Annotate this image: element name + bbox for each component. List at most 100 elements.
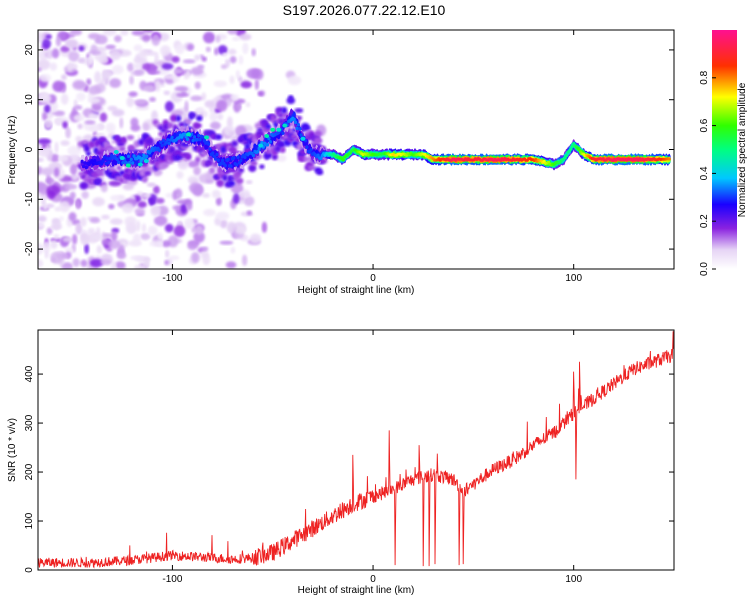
heatmap-noise-blob [76,92,86,102]
heatmap-ridge-cell [309,148,313,152]
heatmap-ridge-cell [256,149,260,154]
heatmap-noise-blob [75,135,83,143]
heatmap-noise-blob [202,193,211,198]
heatmap-ridge-cell [145,154,149,159]
heatmap-noise-blob [84,85,89,92]
heatmap-noise-blob [69,30,82,36]
heatmap-noise-blob [101,69,108,82]
heatmap-noise-blob [135,105,150,111]
heatmap-noise-blob [89,125,100,132]
heatmap-noise-blob [241,254,248,266]
snr-series-line [38,331,674,569]
y-tick-label: 10 [24,94,35,106]
heatmap-noise-blob [226,221,237,234]
heatmap-noise-blob [72,257,80,267]
heatmap-ridge-halo [235,177,244,185]
heatmap-noise-blob [140,232,151,241]
heatmap-ridge-cell [191,138,195,143]
heatmap-noise-blob [144,257,150,268]
heatmap-noise-blob [174,85,189,92]
spectrogram-x-label: Height of straight line (km) [298,285,415,296]
heatmap-noise-blob [47,48,53,60]
heatmap-noise-blob [134,68,145,76]
colorbar-tick-label: 0.2 [699,214,710,228]
heatmap-ridge-halo [194,156,201,163]
heatmap-noise-blob [164,259,169,266]
heatmap-noise-blob [195,225,204,235]
heatmap-ridge-halo [303,126,311,131]
heatmap-ridge-cell [281,131,285,135]
heatmap-ridge-cell [201,135,205,139]
heatmap-ridge-cell [268,140,272,144]
heatmap-noise-blob [150,205,161,215]
heatmap-ridge-halo [94,178,103,184]
heatmap-noise-blob [87,97,101,104]
heatmap-noise-blob [134,99,147,105]
heatmap-noise-blob [168,255,180,261]
heatmap-ridge-cell [341,158,345,162]
heatmap-ridge-cell [160,143,164,148]
heatmap-noise-blob [44,249,49,259]
heatmap-ridge-cell [126,154,131,159]
heatmap-ridge-halo [227,180,236,187]
heatmap-noise-blob [137,201,147,208]
heatmap-noise-blob [38,148,51,158]
heatmap-noise-blob [62,121,68,129]
heatmap-ridge-halo [79,181,89,190]
snr-x-axis: -100 0 100 [162,330,582,585]
heatmap-noise-blob [201,56,207,62]
heatmap-ridge-halo [141,176,148,183]
heatmap-noise-blob [234,226,247,235]
heatmap-noise-blob [42,112,48,121]
heatmap-noise-blob [45,122,50,129]
heatmap-ridge-cell [131,161,135,165]
y-tick-label: 20 [24,44,35,56]
heatmap-noise-blob [217,45,228,55]
heatmap-hotspot [119,155,125,160]
heatmap-noise-blob [172,205,181,211]
heatmap-noise-blob [178,160,189,171]
heatmap-ridge-halo [248,164,257,173]
heatmap-ridge-cell [128,160,132,165]
heatmap-noise-blob [46,190,56,200]
snr-x-label: Height of straight line (km) [298,585,415,596]
heatmap-noise-blob [100,184,108,193]
heatmap-ridge-halo [189,112,197,119]
heatmap-noise-blob [157,232,163,240]
heatmap-ridge-cell [265,142,270,147]
heatmap-ridge-cell [159,140,163,145]
heatmap-noise-blob [229,56,237,64]
heatmap-noise-blob [134,256,144,262]
heatmap-noise-blob [239,33,252,41]
heatmap-ridge-halo [167,122,174,129]
heatmap-noise-blob [141,193,152,198]
heatmap-noise-blob [77,58,86,64]
heatmap-noise-blob [81,191,89,199]
heatmap-ridge-halo [178,121,185,128]
heatmap-noise-blob [236,103,242,110]
heatmap-noise-blob [243,195,255,207]
heatmap-ridge-cell [198,137,202,142]
heatmap-ridge-cell [121,160,125,165]
heatmap-noise-blob [204,100,215,108]
heatmap-noise-blob [217,113,224,121]
heatmap-noise-blob [52,80,65,93]
snr-plot-area [38,331,674,569]
heatmap-ridge-cell [211,151,215,155]
heatmap-noise-blob [61,74,67,81]
heatmap-noise-blob [164,100,174,113]
heatmap-noise-blob [53,167,60,178]
heatmap-ridge-halo [169,114,178,122]
heatmap-noise-blob [186,202,193,211]
heatmap-noise-blob [242,42,249,55]
heatmap-ridge-halo [216,179,225,188]
heatmap-noise-blob [106,247,113,252]
heatmap-noise-blob [240,80,252,89]
heatmap-noise-blob [176,92,190,97]
heatmap-noise-blob [114,261,126,269]
heatmap-noise-blob [65,39,79,49]
x-tick-label: 100 [565,273,582,284]
heatmap-noise-blob [187,242,198,251]
heatmap-ridge-cell [667,157,671,161]
heatmap-noise-blob [41,167,55,176]
